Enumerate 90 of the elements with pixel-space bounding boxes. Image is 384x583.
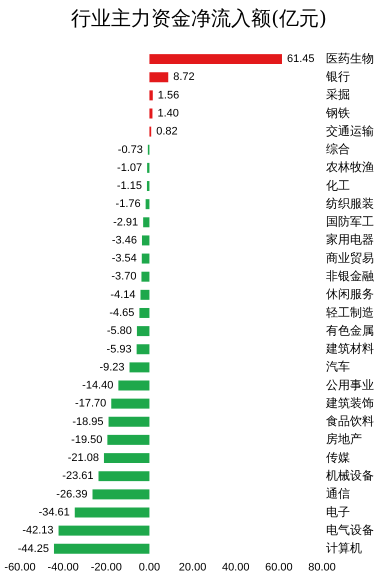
data-label: -1.76 [116,198,141,210]
y-tick-label: 通信 [326,486,350,501]
bar [136,344,150,354]
bar [136,326,150,336]
y-tick-label: 非银金融 [326,269,374,284]
bar [111,398,150,409]
bar [141,272,150,282]
y-tick-label: 采掘 [326,88,350,102]
bar [139,308,150,318]
bar [149,108,152,118]
data-label: -4.65 [109,307,134,319]
y-tick-label: 建筑材料 [325,342,374,356]
data-label: 8.72 [173,71,195,84]
bar [98,471,150,482]
bar [104,453,150,464]
data-label: 1.56 [158,89,180,102]
x-tick-label: 40.00 [222,561,250,574]
data-label: -21.08 [68,452,99,464]
data-label: -1.07 [117,162,142,174]
data-label: -5.80 [106,325,132,338]
chart-title: 行业主力资金净流入额(亿元) [71,6,327,30]
x-tick-label: 20.00 [178,561,206,574]
data-label: -34.61 [38,506,70,518]
y-tick-label: 电子 [326,504,350,519]
data-label: -1.15 [116,180,142,192]
y-tick-label: 房地产 [326,432,362,446]
y-tick-label: 食品饮料 [326,414,374,428]
data-label: -2.91 [113,216,138,228]
bar [149,90,153,100]
y-tick-label: 建筑装饰 [325,396,374,410]
bar [146,181,150,192]
data-label: 1.40 [157,108,179,120]
data-label: -0.73 [118,144,143,156]
data-label: -14.40 [82,380,114,392]
data-label: -9.23 [99,361,125,374]
bar [74,507,150,518]
data-label: 61.45 [286,53,315,66]
x-tick-label: 80.00 [308,561,336,574]
y-tick-label: 有色金属 [326,323,374,338]
y-tick-label: 商业贸易 [326,250,374,265]
data-label: -17.70 [75,398,106,410]
data-label: -44.25 [18,542,49,555]
data-label: -18.95 [72,416,104,428]
bar [142,235,150,246]
bar [142,254,150,264]
data-label: -3.54 [112,252,137,265]
bar [149,54,282,64]
y-tick-label: 交通运输 [326,124,374,138]
data-label: -3.46 [112,234,137,246]
bar [149,72,168,82]
y-tick-label: 国防军工 [326,214,374,229]
y-tick-label: 钢铁 [325,106,350,120]
bar [107,434,150,445]
y-tick-label: 机械设备 [326,468,374,482]
data-label: -5.93 [106,343,132,356]
y-tick-label: 汽车 [326,360,350,374]
data-label: -23.61 [62,470,94,482]
bar [143,217,150,228]
x-tick-label: -40.00 [48,561,79,574]
bar [108,416,150,427]
y-tick-label: 轻工制造 [326,305,374,320]
x-tick-label: -60.00 [4,561,36,574]
bar [54,544,150,554]
y-tick-label: 电气设备 [326,522,374,537]
bar [92,489,150,500]
y-tick-label: 化工 [326,178,350,192]
bar [140,290,150,300]
y-tick-label: 休闲服务 [326,287,374,302]
bar [58,526,150,536]
data-label: -4.14 [110,288,136,301]
y-tick-label: 银行 [325,70,350,84]
bar [118,380,150,390]
y-tick-label: 计算机 [326,541,362,556]
x-tick-label: 0.00 [138,561,160,574]
y-tick-label: 综合 [326,142,350,156]
x-tick-label: 60.00 [265,561,293,574]
bar [130,362,150,372]
x-tick-label: -20.00 [90,561,122,574]
y-tick-label: 公用事业 [326,378,374,392]
y-tick-label: 医药生物 [326,51,374,66]
data-label: -3.70 [111,270,136,283]
y-tick-label: 家用电器 [326,232,374,247]
bar [146,199,150,210]
y-tick-label: 传媒 [326,450,350,464]
data-label: -19.50 [71,434,102,446]
y-tick-label: 农林牧渔 [326,160,374,174]
data-label: 0.82 [156,126,178,138]
data-label: -26.39 [56,488,88,500]
data-label: -42.13 [22,524,54,537]
y-tick-label: 纺织服装 [326,196,374,210]
